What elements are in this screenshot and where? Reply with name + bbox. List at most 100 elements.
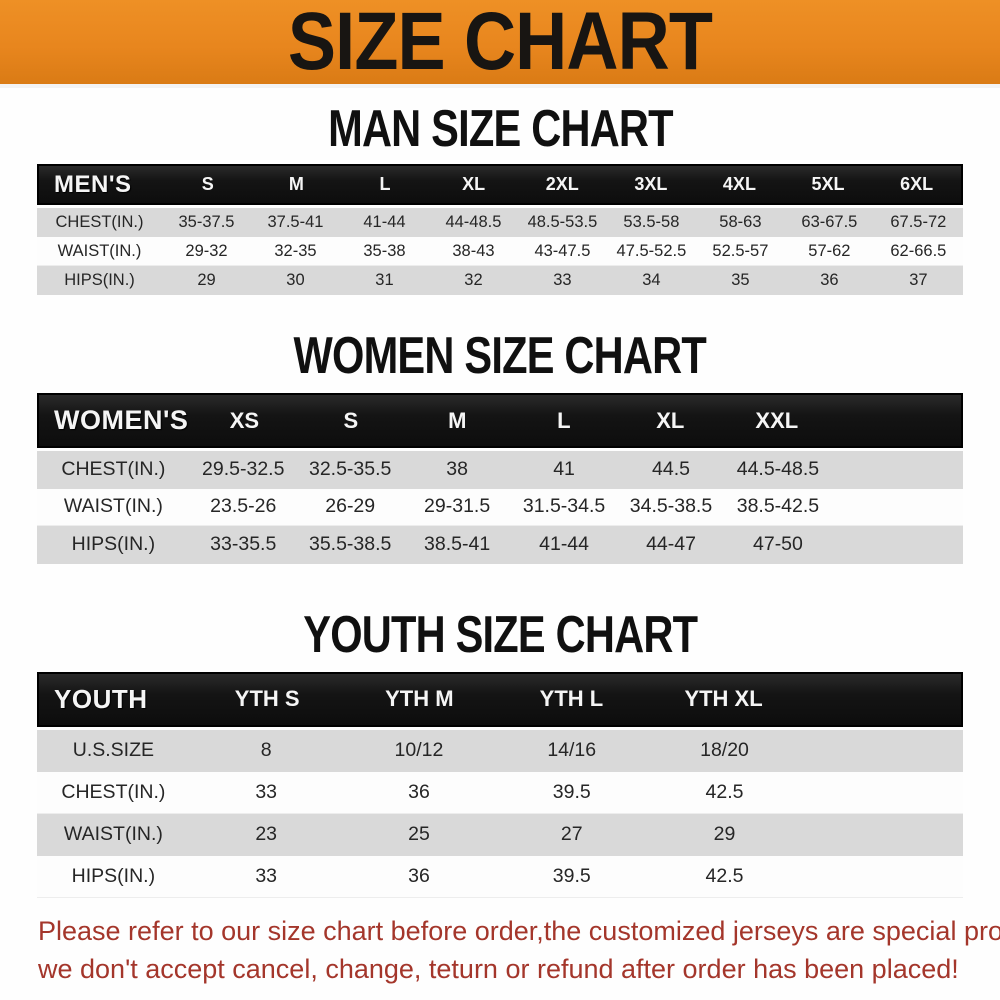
size-value-cell: 47-50 bbox=[753, 533, 803, 556]
table-row: WAIST(IN.) 29-32 32-35 35-38 38-43 43-47.5 47.… bbox=[37, 237, 963, 266]
banner-title: SIZE CHART bbox=[287, 0, 713, 87]
table-corner-label: WOMEN'S bbox=[54, 405, 189, 435]
women-size-table: WOMEN'S XS S M L XL XXL CHEST(IN.) 29.5-32.5 32.5… bbox=[37, 393, 963, 564]
size-column-header: S bbox=[201, 174, 214, 194]
size-value-cell: 33-35.5 bbox=[210, 533, 277, 556]
size-value-cell: 10/12 bbox=[394, 739, 444, 761]
size-column-header: YTH XL bbox=[684, 686, 763, 711]
youth-section-title: YOUTH SIZE CHART bbox=[0, 607, 1000, 663]
size-value-cell: 42.5 bbox=[705, 780, 744, 803]
size-value-cell: 34.5-38.5 bbox=[629, 495, 713, 518]
size-value-cell: 52.5-57 bbox=[712, 241, 769, 260]
table-row: U.S.SIZE 8 10/12 14/16 18/20 bbox=[37, 729, 963, 772]
size-column-header: L bbox=[557, 407, 571, 433]
size-column-header: 3XL bbox=[634, 174, 668, 194]
size-value-cell: 35-38 bbox=[363, 241, 406, 260]
size-value-cell: 33 bbox=[255, 864, 278, 887]
size-value-cell: 44-47 bbox=[646, 533, 696, 556]
size-value-cell: 48.5-53.5 bbox=[527, 213, 598, 231]
table-row: CHEST(IN.) 33 36 39.5 42.5 bbox=[37, 771, 963, 814]
size-value-cell: 18/20 bbox=[700, 739, 749, 761]
men-section-title-text: MAN SIZE CHART bbox=[327, 100, 673, 158]
measurement-label: U.S.SIZE bbox=[72, 739, 155, 761]
section-women: WOMEN SIZE CHART WOMEN'S XS S M L XL XXL CHEST(… bbox=[0, 328, 1000, 564]
size-column-header: XS bbox=[229, 407, 260, 433]
section-men: MAN SIZE CHART MEN'S S M L XL 2XL 3XL 4XL 5XL 6XL… bbox=[0, 101, 1000, 295]
women-section-title-text: WOMEN SIZE CHART bbox=[293, 327, 707, 385]
size-column-header: M bbox=[448, 407, 467, 433]
size-column-header: 4XL bbox=[722, 174, 756, 194]
size-value-cell: 44.5 bbox=[652, 458, 690, 481]
size-value-cell: 38 bbox=[446, 458, 468, 481]
measurement-label: WAIST(IN.) bbox=[63, 823, 163, 845]
table-row: CHEST(IN.) 35-37.5 37.5-41 41-44 44-48.5 48.5… bbox=[37, 208, 963, 237]
table-corner-label: MEN'S bbox=[54, 170, 132, 198]
size-value-cell: 38.5-41 bbox=[424, 533, 491, 556]
size-value-cell: 41-44 bbox=[363, 213, 406, 231]
size-value-cell: 35.5-38.5 bbox=[308, 533, 392, 556]
size-value-cell: 23 bbox=[255, 823, 278, 845]
banner: SIZE CHART bbox=[0, 0, 1000, 88]
size-value-cell: 32-35 bbox=[274, 241, 317, 260]
size-value-cell: 63-67.5 bbox=[801, 213, 858, 231]
table-row: HIPS(IN.) 33 36 39.5 42.5 bbox=[37, 855, 963, 898]
measurement-label: CHEST(IN.) bbox=[55, 213, 144, 231]
size-value-cell: 62-66.5 bbox=[890, 241, 947, 260]
size-value-cell: 36 bbox=[820, 271, 839, 289]
notice-line-2: we don't accept cancel, change, teturn o… bbox=[38, 953, 959, 984]
size-value-cell: 37.5-41 bbox=[267, 213, 324, 231]
size-column-header: 5XL bbox=[811, 174, 845, 194]
section-youth: YOUTH SIZE CHART YOUTH YTH S YTH M YTH L YTH… bbox=[0, 607, 1000, 898]
size-value-cell: 36 bbox=[408, 780, 430, 803]
measurement-label: WAIST(IN.) bbox=[57, 241, 142, 260]
size-value-cell: 35-37.5 bbox=[178, 213, 235, 231]
table-row: HIPS(IN.) 33-35.5 35.5-38.5 38.5-41 41-44 44-… bbox=[37, 526, 963, 564]
size-value-cell: 36 bbox=[408, 864, 430, 887]
size-value-cell: 25 bbox=[408, 823, 430, 845]
size-column-header: YTH S bbox=[234, 686, 300, 711]
size-value-cell: 30 bbox=[286, 271, 305, 289]
size-value-cell: 39.5 bbox=[552, 780, 591, 803]
size-column-header: XL bbox=[656, 407, 685, 433]
size-value-cell: 44-48.5 bbox=[445, 213, 502, 231]
table-row: WAIST(IN.) 23.5-26 26-29 29-31.5 31.5-34.5 34… bbox=[37, 488, 963, 526]
table-row: HIPS(IN.) 29 30 31 32 33 34 35 36 37 bbox=[37, 266, 963, 295]
table-row: CHEST(IN.) 29.5-32.5 32.5-35.5 38 41 44.5 44.5… bbox=[37, 451, 963, 489]
size-value-cell: 33 bbox=[553, 271, 572, 289]
size-value-cell: 43-47.5 bbox=[534, 241, 591, 260]
size-value-cell: 29.5-32.5 bbox=[202, 458, 285, 481]
size-value-cell: 41-44 bbox=[539, 533, 589, 556]
size-value-cell: 29-32 bbox=[185, 241, 228, 260]
size-value-cell: 39.5 bbox=[552, 864, 591, 887]
size-value-cell: 27 bbox=[560, 823, 583, 845]
table-corner-label: YOUTH bbox=[54, 683, 148, 714]
size-value-cell: 8 bbox=[260, 739, 272, 761]
measurement-label: CHEST(IN.) bbox=[61, 780, 166, 803]
size-value-cell: 33 bbox=[255, 780, 278, 803]
size-value-cell: 23.5-26 bbox=[210, 495, 277, 518]
size-value-cell: 34 bbox=[642, 271, 661, 289]
size-value-cell: 29 bbox=[197, 271, 216, 289]
notice-line-1: Please refer to our size chart before or… bbox=[38, 915, 1000, 946]
measurement-label: CHEST(IN.) bbox=[61, 458, 166, 481]
size-column-header: L bbox=[379, 174, 391, 194]
size-column-header: XL bbox=[462, 174, 486, 194]
size-value-cell: 44.5-48.5 bbox=[736, 458, 820, 481]
size-value-cell: 29 bbox=[713, 823, 736, 845]
size-value-cell: 32 bbox=[464, 271, 483, 289]
table-header-row: MEN'S S M L XL 2XL 3XL 4XL 5XL 6XL bbox=[37, 164, 963, 205]
size-column-header: S bbox=[343, 407, 359, 433]
size-column-header: M bbox=[288, 174, 304, 194]
size-value-cell: 32.5-35.5 bbox=[308, 458, 392, 481]
measurement-label: WAIST(IN.) bbox=[63, 495, 163, 518]
size-value-cell: 58-63 bbox=[719, 213, 762, 231]
size-column-header: YTH M bbox=[385, 686, 454, 711]
table-row: WAIST(IN.) 23 25 27 29 bbox=[37, 813, 963, 856]
size-value-cell: 57-62 bbox=[808, 241, 851, 260]
measurement-label: HIPS(IN.) bbox=[64, 271, 135, 289]
men-section-title: MAN SIZE CHART bbox=[0, 101, 1000, 157]
size-value-cell: 38-43 bbox=[452, 241, 495, 260]
measurement-label: HIPS(IN.) bbox=[71, 533, 156, 556]
size-column-header: 6XL bbox=[900, 174, 934, 194]
